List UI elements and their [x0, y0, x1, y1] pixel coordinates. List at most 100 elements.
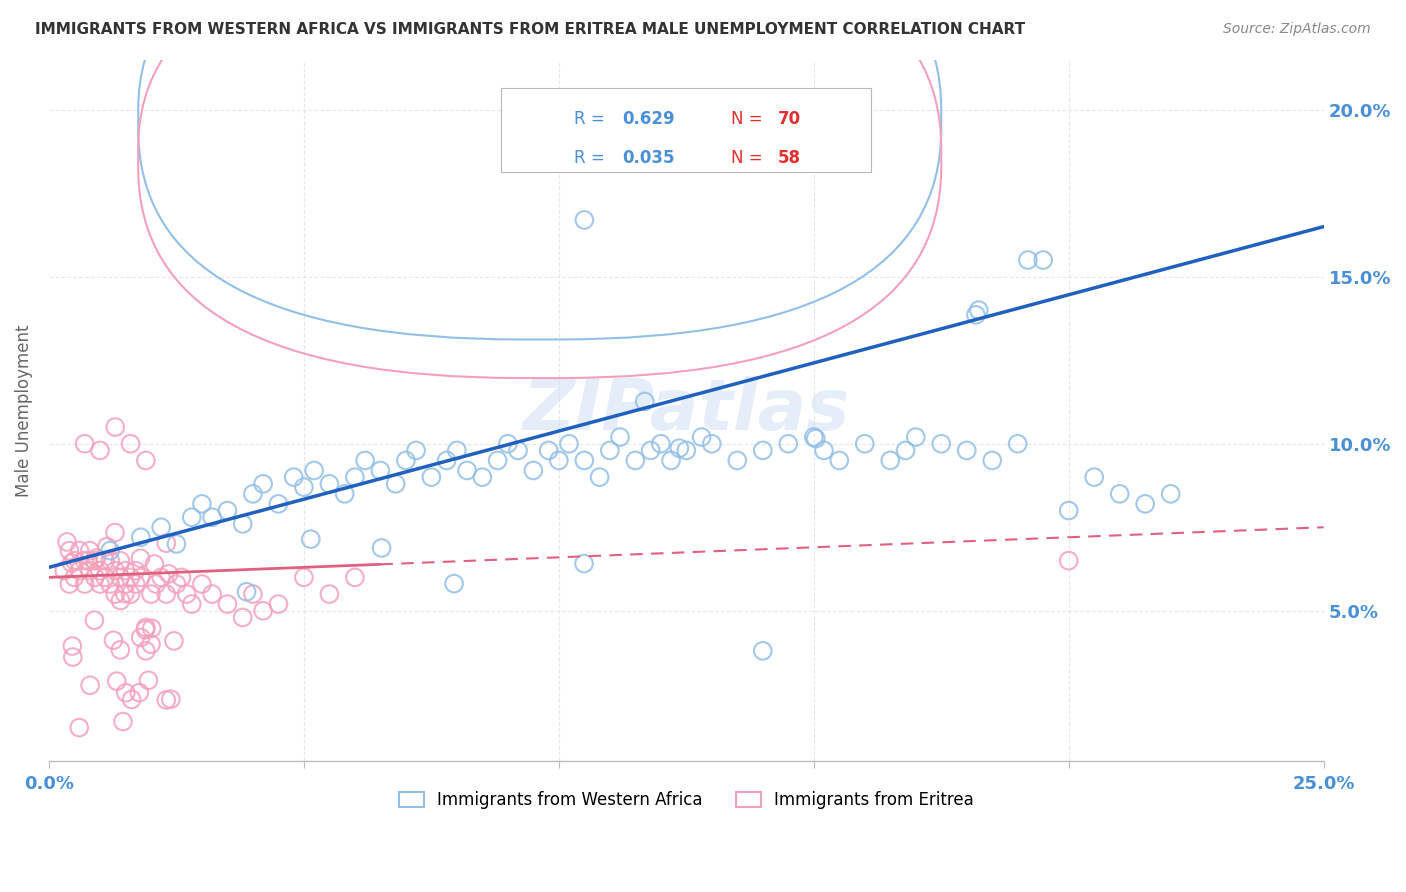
Point — [73, 577, 96, 591]
Point — [53, 564, 76, 578]
Point — [599, 443, 621, 458]
Point — [150, 570, 173, 584]
Point — [420, 470, 443, 484]
Point — [725, 453, 748, 467]
Point — [105, 674, 128, 689]
Point — [138, 673, 160, 688]
Point — [77, 553, 100, 567]
Point — [804, 432, 827, 446]
Point — [1057, 554, 1080, 568]
Text: Source: ZipAtlas.com: Source: ZipAtlas.com — [1223, 22, 1371, 37]
Point — [436, 453, 458, 467]
Point — [624, 453, 647, 467]
Point — [128, 686, 150, 700]
Point — [981, 453, 1004, 467]
Point — [180, 597, 202, 611]
Point — [163, 634, 186, 648]
Point — [242, 487, 264, 501]
Point — [98, 577, 121, 591]
Point — [965, 308, 987, 322]
Point — [104, 587, 127, 601]
Point — [967, 303, 990, 318]
Point — [89, 564, 111, 578]
Point — [640, 443, 662, 458]
Point — [121, 692, 143, 706]
Point — [354, 453, 377, 467]
Point — [496, 436, 519, 450]
Point — [79, 678, 101, 692]
Point — [79, 543, 101, 558]
Point — [83, 554, 105, 568]
FancyBboxPatch shape — [502, 87, 872, 172]
Point — [572, 557, 595, 571]
Point — [104, 564, 127, 578]
Point — [803, 430, 825, 444]
Point — [446, 443, 468, 458]
Point — [124, 564, 146, 578]
Point — [69, 543, 91, 558]
Y-axis label: Male Unemployment: Male Unemployment — [15, 324, 32, 497]
Point — [813, 443, 835, 458]
Point — [124, 577, 146, 591]
Point — [1057, 503, 1080, 517]
Text: 70: 70 — [778, 111, 801, 128]
Point — [62, 650, 84, 665]
Point — [176, 587, 198, 601]
Point — [94, 570, 117, 584]
Point — [120, 436, 142, 450]
Point — [318, 587, 340, 601]
Point — [650, 436, 672, 450]
Point — [384, 476, 406, 491]
Point — [129, 570, 152, 584]
Point — [486, 453, 509, 467]
Point — [98, 543, 121, 558]
Point — [252, 476, 274, 491]
Point — [471, 470, 494, 484]
Point — [242, 587, 264, 601]
Text: N =: N = — [731, 111, 768, 128]
Point — [700, 436, 723, 450]
Point — [120, 587, 142, 601]
Point — [1007, 436, 1029, 450]
Point — [690, 430, 713, 444]
Point — [201, 510, 224, 524]
Point — [165, 537, 187, 551]
Point — [96, 540, 118, 554]
Point — [217, 503, 239, 517]
Point — [929, 436, 952, 450]
Point — [370, 541, 392, 555]
Point — [522, 463, 544, 477]
Point — [267, 497, 290, 511]
Point — [558, 436, 581, 450]
Point — [73, 436, 96, 450]
Point — [56, 535, 79, 549]
Point — [609, 430, 631, 444]
Point — [522, 153, 544, 167]
Point — [110, 570, 132, 584]
Point — [299, 532, 322, 546]
Point — [405, 443, 427, 458]
Point — [343, 570, 366, 584]
Point — [201, 587, 224, 601]
Point — [252, 604, 274, 618]
Point — [67, 721, 90, 735]
Point — [110, 593, 132, 607]
Point — [1083, 470, 1105, 484]
Text: 58: 58 — [778, 149, 801, 167]
Point — [318, 476, 340, 491]
Point — [956, 443, 979, 458]
Text: R =: R = — [574, 149, 610, 167]
Point — [588, 470, 610, 484]
Point — [574, 453, 596, 467]
Point — [110, 643, 132, 657]
Point — [191, 497, 214, 511]
Point — [110, 554, 132, 568]
Point — [129, 530, 152, 544]
Point — [63, 554, 86, 568]
Point — [98, 554, 121, 568]
Point — [114, 686, 136, 700]
Text: R =: R = — [574, 111, 610, 128]
Point — [370, 463, 392, 477]
Point — [135, 453, 157, 467]
Text: IMMIGRANTS FROM WESTERN AFRICA VS IMMIGRANTS FROM ERITREA MALE UNEMPLOYMENT CORR: IMMIGRANTS FROM WESTERN AFRICA VS IMMIGR… — [35, 22, 1025, 37]
